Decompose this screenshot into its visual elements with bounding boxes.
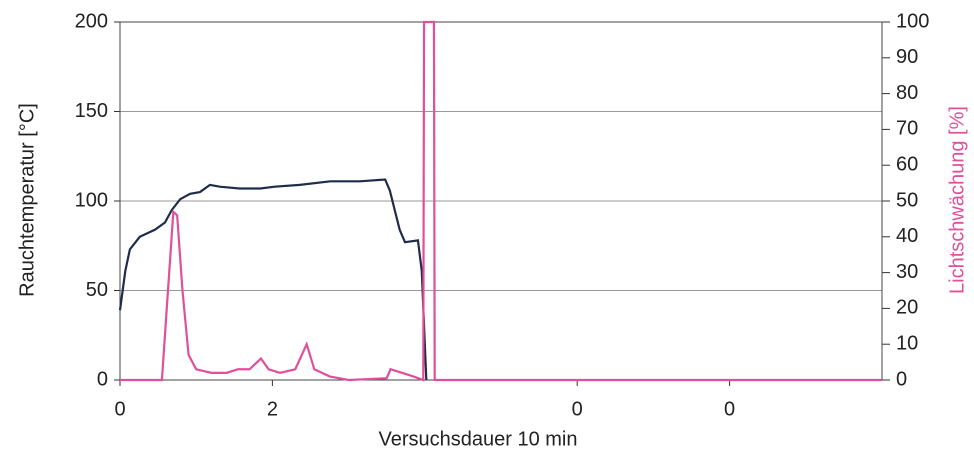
y2-tick-label: 90 [896, 46, 918, 68]
x-tick-label: 2 [267, 398, 278, 420]
x-tick-label: 0 [572, 398, 583, 420]
y2-tick-label: 50 [896, 189, 918, 211]
y2-tick-label: 30 [896, 261, 918, 283]
y2-tick-label: 70 [896, 118, 918, 140]
y2-tick-label: 0 [896, 368, 907, 390]
data-line [120, 20, 882, 382]
y2-tick-label: 80 [896, 82, 918, 104]
y2-tick-label: 20 [896, 297, 918, 319]
y-tick-label: 150 [75, 100, 108, 122]
x-tick-label: 0 [724, 398, 735, 420]
y-tick-label: 50 [86, 279, 108, 301]
data-line [118, 178, 428, 381]
y2-tick-label: 40 [896, 225, 918, 247]
x-tick-label: 0 [114, 398, 125, 420]
y-tick-label: 100 [75, 189, 108, 211]
y-tick-label: 0 [97, 368, 108, 390]
y-axis-label: Rauchtemperatur [°C] [16, 103, 38, 297]
y2-tick-label: 100 [896, 10, 929, 32]
y2-axis-label: Lichtschwächung [%] [946, 106, 968, 294]
y2-tick-label: 10 [896, 332, 918, 354]
x-axis-label: Versuchsdauer 10 min [378, 428, 577, 450]
y-tick-label: 200 [75, 10, 108, 32]
y2-tick-label: 60 [896, 153, 918, 175]
